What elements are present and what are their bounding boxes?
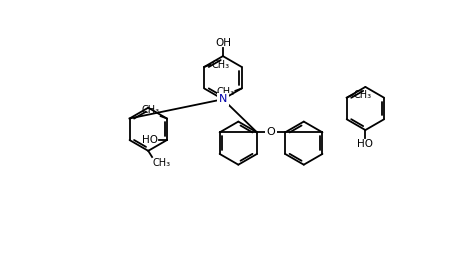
Text: O: O: [267, 127, 275, 137]
Text: CH₃: CH₃: [211, 60, 230, 70]
Text: OH: OH: [215, 38, 231, 48]
Text: CH₃: CH₃: [216, 87, 234, 97]
Text: HO: HO: [143, 135, 158, 145]
Text: CH₃: CH₃: [142, 105, 160, 115]
Text: N: N: [219, 94, 227, 104]
Text: CH₃: CH₃: [354, 90, 372, 100]
Text: HO: HO: [357, 138, 374, 148]
Text: CH₃: CH₃: [153, 158, 171, 168]
